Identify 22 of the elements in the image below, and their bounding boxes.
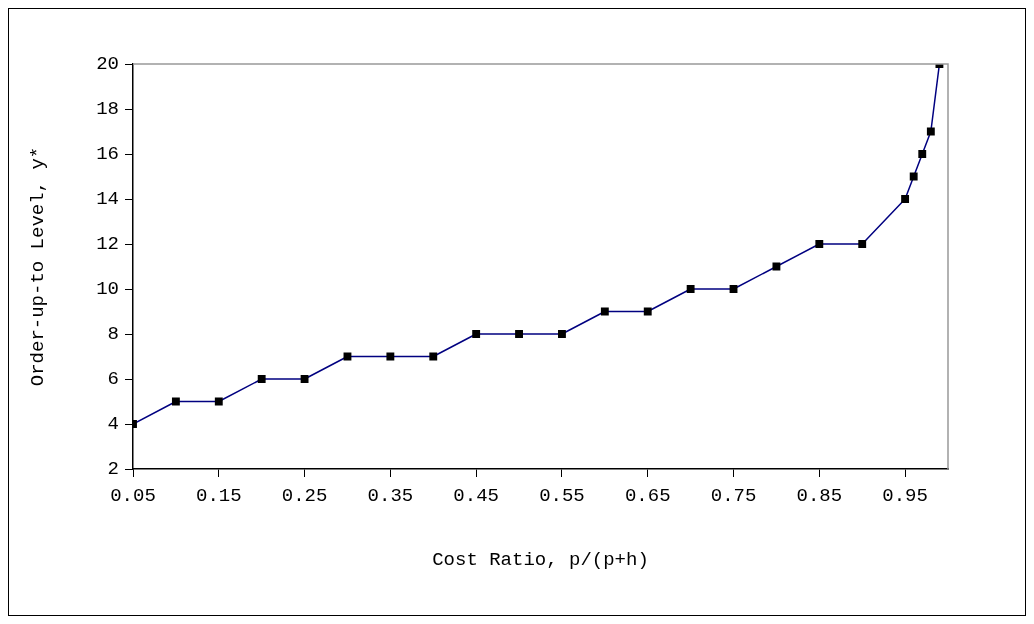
x-tick-label: 0.05 xyxy=(110,485,156,508)
y-tick-label: 4 xyxy=(107,413,119,436)
y-tick-label: 10 xyxy=(96,278,119,301)
x-tick-label: 0.85 xyxy=(796,485,843,508)
y-tick-label: 18 xyxy=(96,98,119,121)
y-axis-title: Order-up-to Level, y* xyxy=(27,146,50,387)
x-axis-title: Cost Ratio, p/(p+h) xyxy=(432,548,649,571)
y-tick-label: 16 xyxy=(96,143,119,166)
x-tick-label: 0.35 xyxy=(367,485,414,508)
x-tick-label: 0.45 xyxy=(453,485,499,508)
x-tick-label: 0.55 xyxy=(539,485,585,508)
x-tick-label: 0.65 xyxy=(624,485,671,508)
y-tick-label: 14 xyxy=(96,188,119,211)
y-tick-label: 8 xyxy=(107,323,119,346)
x-tick-label: 0.15 xyxy=(195,485,242,508)
x-tick-label: 0.95 xyxy=(882,485,928,508)
y-tick-label: 6 xyxy=(107,368,119,391)
y-tick-label: 20 xyxy=(96,53,119,76)
y-tick-label: 2 xyxy=(107,458,119,481)
y-tick-label: 12 xyxy=(96,233,119,256)
x-tick-label: 0.75 xyxy=(710,485,757,508)
x-tick-label: 0.25 xyxy=(281,485,328,508)
